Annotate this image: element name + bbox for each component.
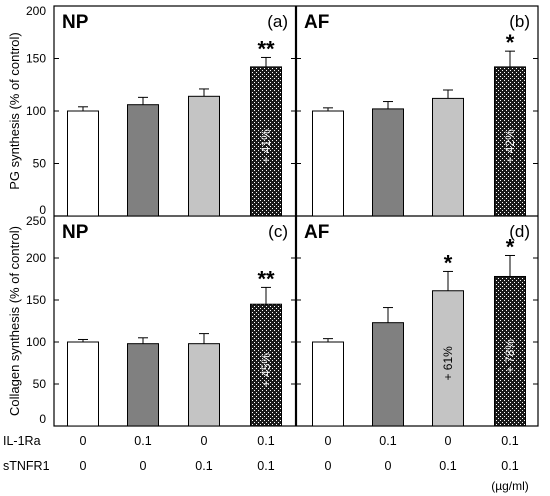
bar <box>494 66 526 217</box>
percent-annotation: + 78% <box>503 339 517 374</box>
bar <box>432 97 464 217</box>
y-tick-label: 100 <box>26 104 46 118</box>
bar <box>127 104 159 217</box>
treatment-value: 0.1 <box>501 459 518 473</box>
y-tick-label: 200 <box>26 251 46 265</box>
treatment-value: 0 <box>80 434 87 448</box>
bar <box>372 108 404 217</box>
bar <box>312 341 344 427</box>
panel-letter: (a) <box>267 12 288 31</box>
bar <box>494 275 526 427</box>
panel-letter: (b) <box>509 12 530 31</box>
bar <box>432 290 464 427</box>
significance-marker: * <box>506 30 515 55</box>
bar <box>372 322 404 427</box>
y-axis-label: PG synthesis (% of control) <box>7 32 22 190</box>
treatment-row-label: sTNFR1 <box>3 459 50 473</box>
percent-annotation: + 45% <box>259 353 273 388</box>
treatment-value: 0.1 <box>195 459 212 473</box>
significance-marker: * <box>506 234 515 259</box>
bar <box>188 95 220 217</box>
treatment-row-label: IL-1Ra <box>3 434 41 448</box>
significance-marker: * <box>444 250 453 275</box>
unit-label: (µg/ml) <box>491 479 529 493</box>
bar <box>127 343 159 427</box>
y-tick-label: 50 <box>33 377 47 391</box>
panel-letter: (c) <box>268 222 288 241</box>
treatment-value: 0 <box>140 459 147 473</box>
panel-label: NP <box>62 222 89 243</box>
y-tick-label: 150 <box>26 293 46 307</box>
panel-label: NP <box>62 12 89 33</box>
y-axis-label: Collagen synthesis (% of control) <box>7 226 22 416</box>
y-tick-label: 250 <box>26 214 46 228</box>
bar <box>250 66 282 217</box>
treatment-value: 0.1 <box>134 434 151 448</box>
y-tick-label: 0 <box>39 412 46 426</box>
bar <box>250 303 282 427</box>
treatment-value: 0 <box>80 459 87 473</box>
panel-label: AF <box>304 222 329 243</box>
treatment-value: 0 <box>325 434 332 448</box>
treatment-value: 0.1 <box>257 459 274 473</box>
bar <box>67 341 99 427</box>
significance-marker: ** <box>257 36 275 61</box>
y-tick-label: 100 <box>26 335 46 349</box>
treatment-value: 0 <box>201 434 208 448</box>
treatment-value: 0.1 <box>501 434 518 448</box>
percent-annotation: + 61% <box>441 346 455 381</box>
bar <box>312 110 344 217</box>
y-tick-label: 150 <box>26 52 46 66</box>
treatment-value: 0 <box>325 459 332 473</box>
y-tick-label: 200 <box>26 4 46 18</box>
treatment-value: 0 <box>385 459 392 473</box>
y-tick-label: 50 <box>33 157 47 171</box>
treatment-value: 0.1 <box>257 434 274 448</box>
significance-marker: ** <box>257 266 275 291</box>
percent-annotation: + 42% <box>503 129 517 164</box>
treatment-value: 0.1 <box>379 434 396 448</box>
bar <box>67 110 99 217</box>
treatment-value: 0.1 <box>439 459 456 473</box>
panel-label: AF <box>304 12 329 33</box>
bar <box>188 343 220 427</box>
panel-letter: (d) <box>509 222 530 241</box>
percent-annotation: + 41% <box>259 129 273 164</box>
treatment-value: 0 <box>445 434 452 448</box>
y-tick-label: 0 <box>39 203 46 217</box>
